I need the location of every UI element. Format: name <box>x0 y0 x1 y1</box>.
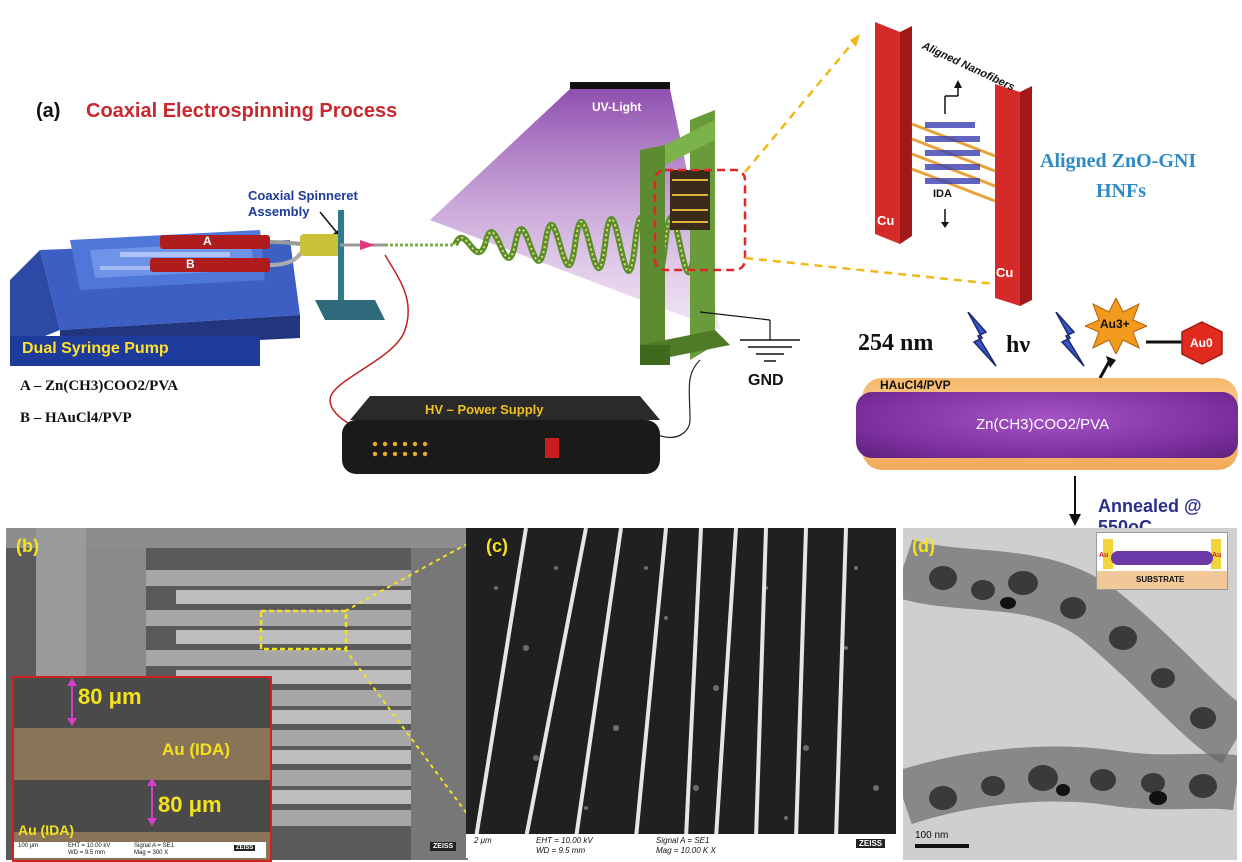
footer-wd: WD = 9.5 mm <box>68 850 105 856</box>
footer-scale: 100 μm <box>18 843 39 849</box>
lightning-icon <box>967 312 997 367</box>
inset-au-ida-mid: Au (IDA) <box>162 740 230 759</box>
zeiss-logo: ZEISS <box>234 845 256 851</box>
ida-label: IDA <box>933 188 952 200</box>
shell-label: HAuCl4/PVP <box>880 378 951 392</box>
inset-au-right: Au <box>1212 552 1222 559</box>
panel-c-image: 2 μm EHT = 10.00 kV WD = 9.5 mm Signal A… <box>466 528 896 858</box>
ida-electrodes <box>875 22 1032 306</box>
panel-d-label: (d) <box>912 536 935 556</box>
au0-hexagon-icon <box>1181 321 1223 365</box>
inset-substrate: SUBSTRATE <box>1136 575 1185 584</box>
panel-d-inset <box>1096 532 1228 590</box>
inset-scale-arrows <box>67 678 77 726</box>
panel-c-label: (c) <box>486 536 508 556</box>
pump-label: Dual Syringe Pump <box>22 340 169 357</box>
wavelength-label: 254 nm <box>858 330 934 356</box>
spinneret-label-1: Coaxial Spinneret <box>248 188 358 203</box>
legend-a: A – Zn(CH3)COO2/PVA <box>20 378 179 394</box>
uv-light-label: UV-Light <box>592 100 642 114</box>
inset-scale-bottom: 80 μm <box>158 792 222 817</box>
c-zeiss-logo: ZEISS <box>856 839 886 848</box>
syringe-a-label: A <box>203 234 212 248</box>
panel-b-zeiss: ZEISS <box>430 842 457 851</box>
hv-label: hν <box>1006 332 1031 358</box>
c-signal: Signal A = SE1 <box>656 836 710 845</box>
spinneret-label-2: Assembly <box>248 204 310 219</box>
inset-au-left: Au <box>1099 552 1109 559</box>
syringe-b <box>150 258 270 272</box>
footer-signal: Signal A = SE1 <box>134 843 174 849</box>
cu-left-label: Cu <box>877 213 895 228</box>
inset-scale-arrows-2 <box>147 778 157 826</box>
footer-eht: EHT = 10.00 kV <box>68 843 111 849</box>
au3-label: Au3+ <box>1100 317 1130 331</box>
c-wd: WD = 9.5 mm <box>536 846 586 855</box>
power-supply-label: HV – Power Supply <box>425 402 544 417</box>
panel-c-footer: 2 μm EHT = 10.00 kV WD = 9.5 mm Signal A… <box>466 834 896 858</box>
legend-b: B – HAuCl4/PVP <box>20 410 132 426</box>
panel-a-title: Coaxial Electrospinning Process <box>86 100 398 122</box>
panel-a-label: (a) <box>36 100 61 122</box>
core-label: Zn(CH3)COO2/PVA <box>976 416 1110 433</box>
gnd-label: GND <box>748 372 784 389</box>
c-scale: 2 μm <box>474 836 492 845</box>
au0-label: Au0 <box>1190 336 1213 350</box>
footer-mag: Mag = 300 X <box>134 850 169 856</box>
panel-b-footer: 100 μm EHT = 10.00 kV WD = 9.5 mm Signal… <box>14 842 266 858</box>
c-mag: Mag = 10.00 K X <box>656 846 716 855</box>
core-layer <box>856 392 1238 458</box>
cu-right-label: Cu <box>996 265 1014 280</box>
lightning-icon-2 <box>1055 312 1085 367</box>
panel-d-scale: 100 nm <box>915 830 949 841</box>
hnf-title-2: HNFs <box>1096 180 1146 202</box>
au3-burst-icon <box>1085 298 1147 354</box>
hnf-title-1: Aligned ZnO-GNI <box>1040 150 1197 172</box>
pump-label-bar <box>10 336 260 366</box>
inset-au-ida-bottom: Au (IDA) <box>18 822 74 838</box>
syringe-b-label: B <box>186 257 195 271</box>
inset-scale-top: 80 μm <box>78 684 142 709</box>
panel-b-label: (b) <box>16 536 39 556</box>
syringe-a <box>160 235 270 249</box>
c-eht: EHT = 10.00 kV <box>536 836 593 845</box>
